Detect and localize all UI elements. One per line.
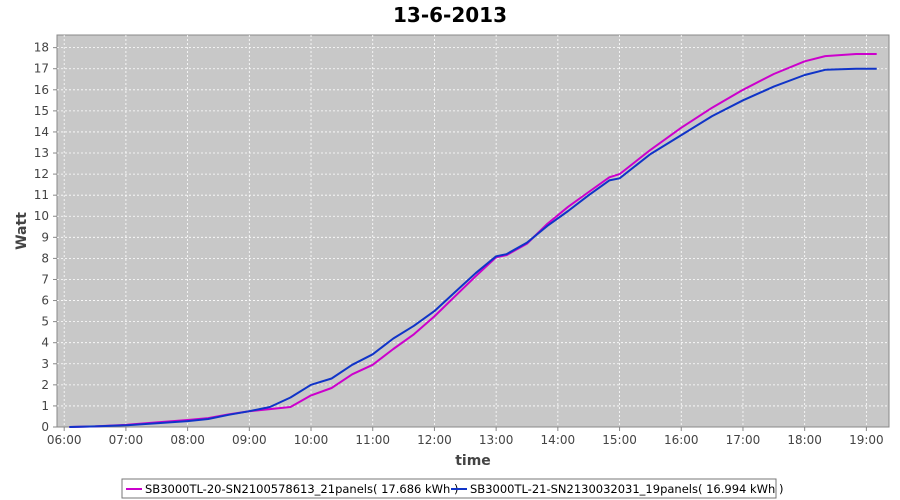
x-tick-label: 09:00 — [232, 433, 267, 447]
y-tick-label: 2 — [41, 378, 49, 392]
x-tick-label: 11:00 — [355, 433, 390, 447]
x-tick-label: 15:00 — [602, 433, 637, 447]
y-tick-label: 12 — [34, 167, 49, 181]
legend-box — [121, 478, 777, 499]
y-tick-label: 3 — [41, 357, 49, 371]
y-tick-label: 6 — [41, 294, 49, 308]
y-tick-label: 0 — [41, 420, 49, 434]
y-tick-label: 7 — [41, 272, 49, 286]
x-tick-label: 08:00 — [170, 433, 205, 447]
y-tick-label: 5 — [41, 315, 49, 329]
y-axis-label: Watt — [14, 212, 30, 250]
grid — [57, 35, 889, 427]
y-tick-label: 17 — [34, 62, 49, 76]
legend-label-1: SB3000TL-20-SN2100578613_21panels( 17.68… — [145, 482, 458, 496]
x-tick-label: 10:00 — [294, 433, 329, 447]
legend-label-2: SB3000TL-21-SN2130032031_19panels( 16.99… — [470, 482, 783, 496]
x-tick-label: 07:00 — [109, 433, 144, 447]
y-tick-label: 11 — [34, 188, 49, 202]
legend: SB3000TL-20-SN2100578613_21panels( 17.68… — [121, 478, 783, 499]
y-tick-label: 18 — [34, 41, 49, 55]
y-tick-label: 4 — [41, 336, 49, 350]
x-tick-label: 17:00 — [726, 433, 761, 447]
x-tick-label: 06:00 — [47, 433, 82, 447]
plot-area — [56, 34, 890, 428]
x-tick-label: 13:00 — [479, 433, 514, 447]
y-tick-label: 10 — [34, 209, 49, 223]
series-layer — [69, 53, 877, 428]
x-axis-label: time — [455, 453, 491, 469]
x-tick-label: 16:00 — [664, 433, 699, 447]
y-tick-label: 9 — [41, 230, 49, 244]
y-tick-label: 16 — [34, 83, 49, 97]
x-tick-label: 18:00 — [787, 433, 822, 447]
chart-title: 13-6-2013 — [393, 3, 507, 27]
y-tick-label: 8 — [41, 251, 49, 265]
y-tick-label: 15 — [34, 104, 49, 118]
x-tick-label: 19:00 — [849, 433, 884, 447]
y-tick-label: 14 — [34, 125, 49, 139]
x-tick-label: 14:00 — [541, 433, 576, 447]
x-tick-label: 12:00 — [417, 433, 452, 447]
series-line-2 — [69, 67, 877, 428]
y-tick-label: 1 — [41, 399, 49, 413]
y-tick-label: 13 — [34, 146, 49, 160]
